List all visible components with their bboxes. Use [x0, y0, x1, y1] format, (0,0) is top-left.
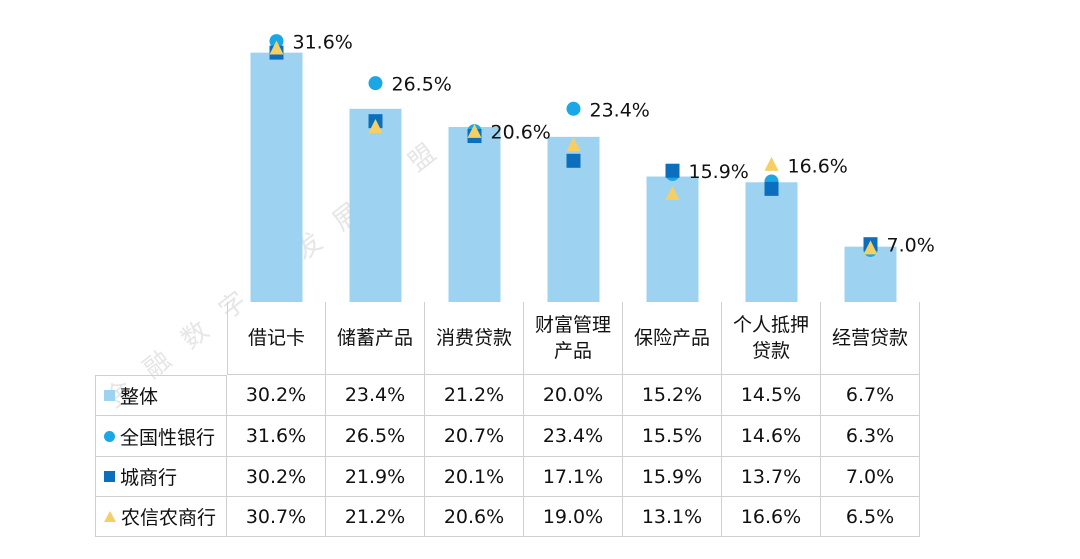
bar [745, 182, 798, 302]
legend-symbol [104, 471, 115, 482]
table-value: 21.9% [326, 457, 425, 497]
legend-entry: 城商行 [95, 457, 227, 497]
table-value: 16.6% [722, 497, 821, 537]
table-value: 30.2% [227, 457, 326, 497]
table-value: 30.7% [227, 497, 326, 537]
table-value: 23.4% [524, 416, 623, 457]
table-value: 20.1% [425, 457, 524, 497]
table-value: 15.5% [623, 416, 722, 457]
point-label: 23.4% [590, 99, 650, 121]
legend-symbol [104, 390, 115, 401]
square-marker [764, 181, 779, 196]
legend-label: 整体 [120, 386, 159, 408]
category-header: 经营贷款 [821, 302, 920, 375]
legend-symbol [104, 511, 116, 522]
point-label: 16.6% [788, 155, 848, 177]
triangle-marker [566, 137, 581, 152]
legend-label: 全国性银行 [120, 426, 216, 449]
point-label: 7.0% [887, 235, 935, 257]
table-value: 13.1% [623, 497, 722, 537]
category-header: 储蓄产品 [326, 302, 425, 375]
table-value: 14.6% [722, 416, 821, 457]
square-marker [566, 153, 581, 168]
category-header: 借记卡 [227, 302, 326, 375]
category-label: 借记卡 [247, 327, 305, 349]
category-header: 保险产品 [623, 302, 722, 375]
point-label: 15.9% [689, 161, 749, 183]
legend-entry: 整体 [95, 375, 227, 416]
table-value: 23.4% [326, 375, 425, 416]
triangle-marker [467, 123, 482, 138]
table-value: 15.9% [623, 457, 722, 497]
point-label: 31.6% [293, 32, 353, 54]
table-value: 6.5% [821, 497, 920, 537]
table-value: 21.2% [326, 497, 425, 537]
triangle-marker [863, 240, 878, 255]
table-value: 31.6% [227, 416, 326, 457]
category-header: 消费贷款 [425, 302, 524, 375]
category-label: 经营贷款 [831, 327, 908, 349]
table-value: 20.0% [524, 375, 623, 416]
legend-label: 农信农商行 [121, 507, 217, 529]
category-label: 消费贷款 [435, 327, 512, 349]
bar [349, 108, 402, 302]
circle-marker [566, 101, 581, 116]
legend-symbol [104, 430, 115, 442]
table-value: 30.2% [227, 375, 326, 416]
table-value: 6.7% [821, 375, 920, 416]
table-value: 6.3% [821, 416, 920, 457]
circle-marker [368, 76, 383, 91]
triangle-marker [269, 40, 284, 55]
category-label: 财富管理产品 [534, 314, 611, 362]
triangle-marker [764, 156, 779, 171]
table-value: 14.5% [722, 375, 821, 416]
triangle-marker [368, 118, 383, 133]
category-header: 个人抵押贷款 [722, 302, 821, 375]
table-value: 19.0% [524, 497, 623, 537]
legend-entry: 全国性银行 [95, 416, 227, 457]
table-value: 20.6% [425, 497, 524, 537]
legend-entry: 农信农商行 [95, 497, 227, 537]
table-value: 13.7% [722, 457, 821, 497]
table-value: 7.0% [821, 457, 920, 497]
table-value: 20.7% [425, 416, 524, 457]
category-label: 保险产品 [633, 327, 710, 349]
table-value: 21.2% [425, 375, 524, 416]
table-value: 15.2% [623, 375, 722, 416]
square-marker [665, 163, 680, 178]
triangle-marker [665, 185, 680, 200]
category-label: 个人抵押贷款 [732, 314, 809, 362]
bar [448, 126, 501, 302]
point-label: 20.6% [491, 122, 551, 144]
bar [250, 52, 303, 303]
point-label: 26.5% [392, 74, 452, 96]
table-value: 17.1% [524, 457, 623, 497]
category-header: 财富管理产品 [524, 302, 623, 375]
table-value: 26.5% [326, 416, 425, 457]
legend-label: 城商行 [120, 467, 178, 489]
category-label: 储蓄产品 [336, 327, 413, 349]
